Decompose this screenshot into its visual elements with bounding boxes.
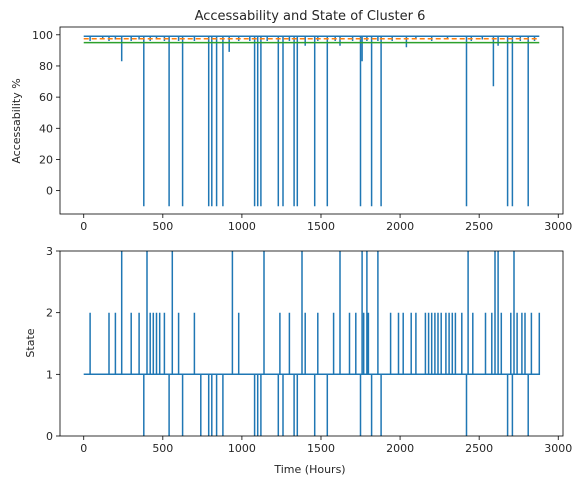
bottom-plot-lines [83, 251, 541, 436]
bottom-axis-ticks: 0 500 1000 1500 2000 2500 3000 0 1 2 3 [46, 245, 572, 455]
accessability-plot: Accessability and State of Cluster 6 Acc… [10, 9, 572, 233]
bottom-y-tick-label: 1 [46, 368, 53, 381]
top-y-tick-label: 100 [32, 29, 53, 42]
top-y-tick-label: 20 [39, 153, 53, 166]
top-x-tick-label: 2500 [465, 220, 493, 233]
bottom-axes-frame [59, 250, 564, 437]
top-x-tick-label: 0 [80, 220, 87, 233]
bottom-x-tick-label: 1000 [228, 442, 256, 455]
bottom-y-tick-label: 2 [46, 307, 53, 320]
y-axis-label-accessability: Accessability % [10, 78, 23, 163]
top-plot-lines [83, 35, 540, 207]
top-x-tick-label: 1500 [307, 220, 335, 233]
state-line [83, 251, 541, 436]
bottom-x-tick-label: 2000 [386, 442, 414, 455]
bottom-x-tick-label: 3000 [544, 442, 572, 455]
accessability-line [83, 35, 540, 207]
bottom-x-tick-label: 2500 [465, 442, 493, 455]
top-y-tick-label: 0 [46, 185, 53, 198]
top-axis-ticks: 0 500 1000 1500 2000 2500 3000 0 20 40 60 80 100 [32, 29, 572, 233]
top-y-tick-label: 40 [39, 122, 53, 135]
top-y-tick-label: 80 [39, 60, 53, 73]
y-axis-label-state: State [24, 328, 37, 357]
x-axis-label: Time (Hours) [273, 463, 345, 476]
state-plot: State Time (Hours) 0 500 1000 1500 2000 2500 3… [24, 245, 572, 476]
bottom-x-tick-label: 0 [80, 442, 87, 455]
top-y-tick-label: 60 [39, 91, 53, 104]
top-axes-frame [59, 26, 564, 215]
bottom-x-tick-label: 1500 [307, 442, 335, 455]
top-x-tick-label: 500 [152, 220, 173, 233]
bottom-x-tick-label: 500 [152, 442, 173, 455]
top-x-tick-label: 2000 [386, 220, 414, 233]
bottom-y-tick-label: 3 [46, 245, 53, 258]
top-x-tick-label: 3000 [544, 220, 572, 233]
bottom-y-tick-label: 0 [46, 430, 53, 443]
top-x-tick-label: 1000 [228, 220, 256, 233]
chart-title: Accessability and State of Cluster 6 [195, 9, 426, 24]
